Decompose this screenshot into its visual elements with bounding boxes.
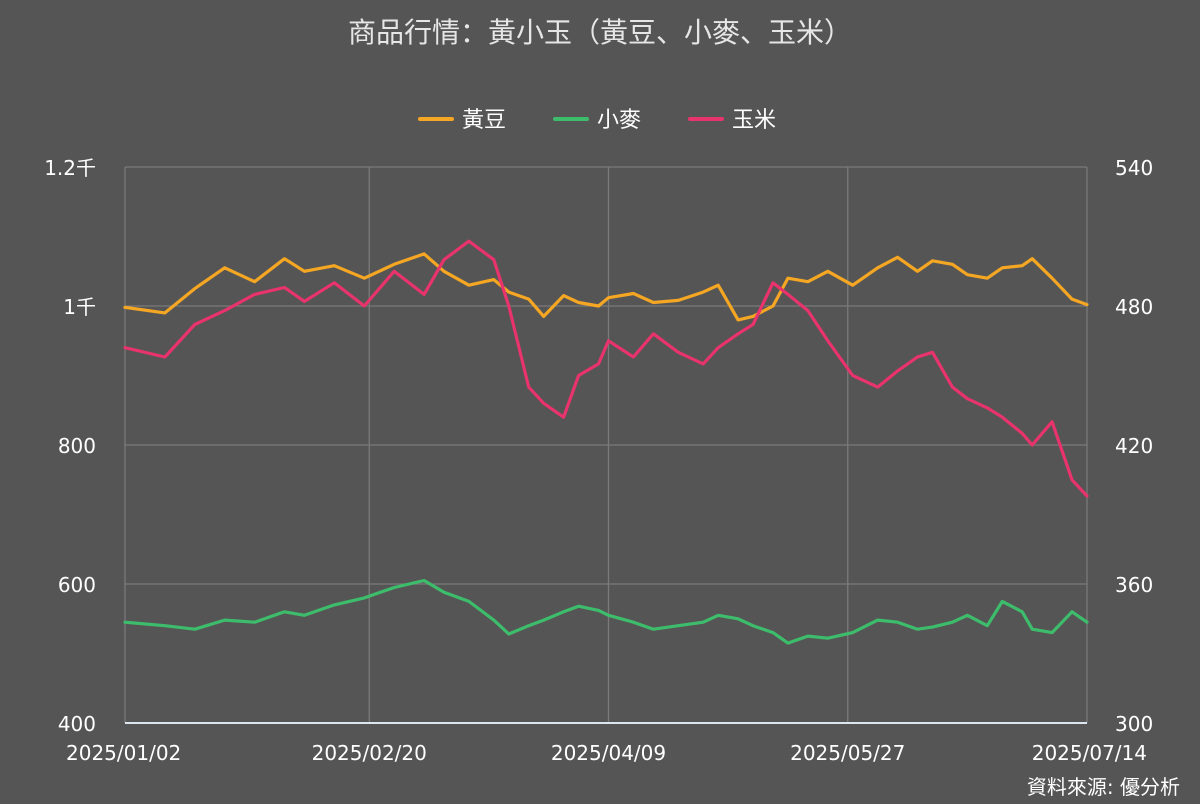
- chart-title: 商品行情：黃小玉（黃豆、小麥、玉米）: [348, 16, 852, 49]
- left-tick-label: 1.2千: [44, 156, 96, 180]
- legend-label: 黃豆: [462, 108, 506, 133]
- series-line-right: [123, 239, 1089, 498]
- legend-label: 玉米: [732, 108, 776, 133]
- right-tick-label: 300: [1115, 712, 1153, 736]
- left-tick-label: 600: [58, 573, 96, 597]
- x-tick-label: 2025/02/20: [312, 741, 427, 765]
- x-axis: 2025/01/02 2025/02/20 2025/04/09 2025/05/27…: [66, 722, 1147, 765]
- legend: 黃豆 小麥 玉米: [418, 108, 776, 133]
- x-tick-label: 2025/04/09: [551, 741, 666, 765]
- series-lines: [123, 239, 1089, 645]
- series-line-left: [123, 252, 1089, 322]
- chart-source: 資料來源: 優分析: [1027, 775, 1180, 799]
- left-y-axis: 400 600 800 1千 1.2千: [44, 156, 96, 736]
- right-tick-label: 360: [1115, 573, 1153, 597]
- grid: [124, 166, 1088, 723]
- x-tick-label: 2025/05/27: [790, 741, 905, 765]
- left-tick-label: 800: [58, 434, 96, 458]
- x-tick-label: 2025/07/14: [1032, 741, 1147, 765]
- left-tick-label: 1千: [63, 295, 96, 319]
- left-tick-label: 400: [58, 712, 96, 736]
- right-tick-label: 420: [1115, 434, 1153, 458]
- right-tick-label: 540: [1115, 156, 1153, 180]
- right-tick-label: 480: [1115, 295, 1153, 319]
- x-tick-label: 2025/01/02: [66, 741, 181, 765]
- legend-label: 小麥: [597, 108, 641, 133]
- right-y-axis: 300 360 420 480 540: [1115, 156, 1153, 736]
- series-line-left: [123, 578, 1089, 645]
